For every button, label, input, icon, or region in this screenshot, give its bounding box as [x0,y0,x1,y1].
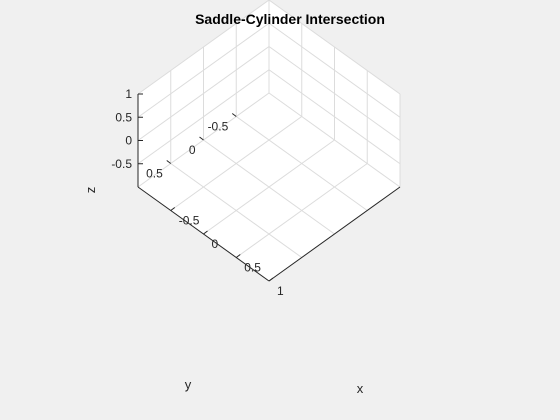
x-axis-front-line [268,186,401,282]
x-tick [268,277,274,282]
y-axis-label: y [185,377,192,392]
x-tick [235,254,241,258]
x-tick-label: -0.5 [179,214,200,228]
x-tick-label: 1 [277,284,284,298]
x-tick [203,230,208,235]
y-tick [231,113,237,117]
y-tick [166,160,172,164]
back-edge-x [268,92,401,188]
x-tick-label: 0 [212,237,219,251]
grid-line-z-left [137,22,270,118]
grid-line-y-floor [170,163,303,258]
y-tick-label: 0.5 [146,167,163,181]
top-edge-right [268,0,401,95]
y-tick-label: -0.5 [208,120,229,134]
grid-lines [137,0,401,258]
grid-line-z-right [268,46,401,141]
grid-line-z-left [137,69,270,165]
grid-line-y-floor [203,139,335,235]
x-tick [170,207,176,211]
x-tick-label: 0.5 [244,261,261,275]
axis-ticks: -0.5 0 0.5 1 -0.5 0 0.5 -0.5 0 0.5 1 [111,87,284,298]
z-tick-label: 0 [125,134,132,148]
z-axis-label: z [83,187,98,194]
x-axis-label: x [357,381,364,396]
z-tick-label: -0.5 [111,157,132,171]
grid-line-z-right [268,69,401,165]
chart-title: Saddle-Cylinder Intersection [195,11,385,27]
z-tick-label: 0.5 [115,110,132,124]
y-tick [199,136,204,141]
grid-line-y-floor [235,116,368,211]
top-edge-left [137,0,270,95]
grid-line-z-right [268,22,401,118]
y-tick-label: 0 [189,143,196,157]
grid-line-z-left [137,46,270,141]
z-tick-label: 1 [125,87,132,101]
